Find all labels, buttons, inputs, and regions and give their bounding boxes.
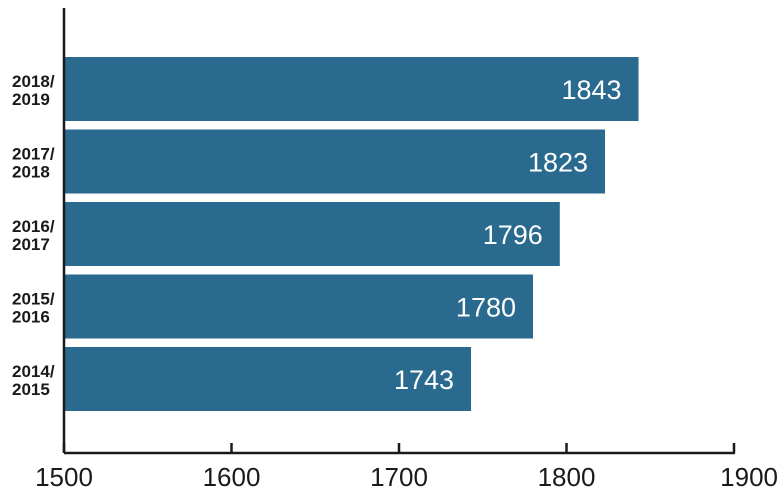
x-tick-label: 1500 — [35, 462, 93, 492]
category-label-line: 2018/ — [12, 72, 55, 91]
bar-value-label: 1780 — [456, 293, 516, 323]
category-label-line: 2017 — [12, 235, 50, 254]
x-tick-label: 1700 — [370, 462, 428, 492]
x-tick-label: 1900 — [720, 462, 778, 492]
category-label: 2015/2016 — [12, 290, 55, 327]
bar-value-label: 1823 — [528, 148, 588, 178]
x-tick-label: 1600 — [203, 462, 261, 492]
category-label-line: 2017/ — [12, 145, 55, 164]
bar-value-label: 1743 — [394, 365, 454, 395]
category-label-line: 2016/ — [12, 217, 55, 236]
x-tick-label: 1800 — [538, 462, 596, 492]
bar-value-label: 1796 — [483, 220, 543, 250]
x-ticks-group: 1500 1600 1700 1800 1900 — [35, 443, 778, 492]
category-label-line: 2018 — [12, 163, 50, 182]
category-label-line: 2014/ — [12, 362, 55, 381]
bar — [64, 57, 639, 121]
bars-group: 1843 1823 1796 1780 1743 — [64, 57, 639, 411]
bar — [64, 274, 533, 339]
bar-value-label: 1843 — [561, 75, 621, 105]
category-label: 2016/2017 — [12, 217, 55, 254]
category-label: 2018/2019 — [12, 72, 55, 109]
category-labels-group: 2018/2019 2017/2018 2016/2017 2015/2016 2014… — [12, 72, 55, 399]
bar — [64, 129, 606, 194]
category-label-line: 2015/ — [12, 290, 55, 309]
category-label-line: 2016 — [12, 308, 50, 327]
category-label-line: 2019 — [12, 90, 50, 109]
category-label: 2014/2015 — [12, 362, 55, 399]
category-label: 2017/2018 — [12, 145, 55, 182]
bar — [64, 347, 472, 411]
bar — [64, 202, 560, 266]
category-label-line: 2015 — [12, 380, 50, 399]
